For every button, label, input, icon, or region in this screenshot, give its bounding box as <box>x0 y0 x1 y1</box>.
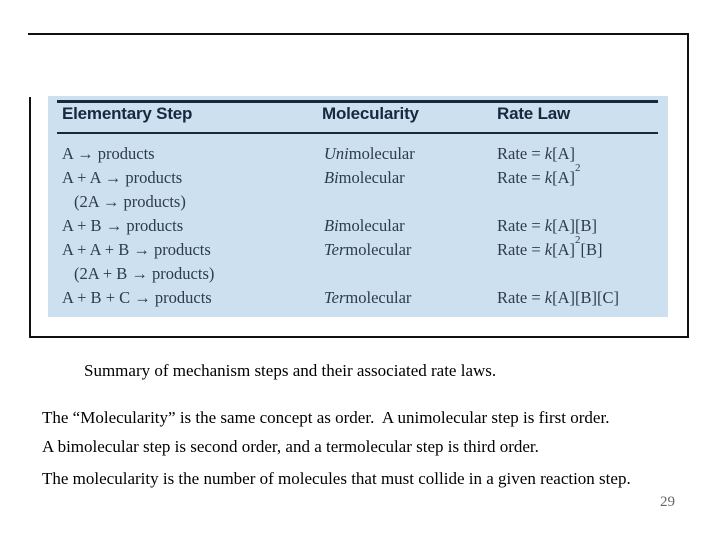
table-top-rule <box>57 100 658 103</box>
molecularity-cell: Bimolecular <box>324 216 405 235</box>
rate-law-table: Elementary Step Molecularity Rate Law A … <box>48 96 668 317</box>
elementary-step-cell: (2A → products) <box>74 192 186 211</box>
figure-frame-right-border <box>687 33 689 338</box>
rate-law-cell: Rate = k[A][B][C] <box>497 288 620 307</box>
elementary-step-cell: A → products <box>62 144 155 163</box>
elementary-step-cell: A + A + B → products <box>62 240 211 259</box>
table-header-rule <box>57 132 658 134</box>
figure-frame-left-border <box>29 97 31 338</box>
figure-caption: Summary of mechanism steps and their ass… <box>84 361 497 380</box>
figure-frame-bottom-border <box>29 336 689 338</box>
table-body: A → products Unimolecular Rate = k[A] A + A… <box>48 142 668 310</box>
rate-law-cell: Rate = k[A]2 <box>497 161 581 187</box>
molecularity-cell: Termolecular <box>324 288 412 307</box>
elementary-step-cell: A + B + C → products <box>62 288 212 307</box>
column-header-rate-law: Rate Law <box>497 104 571 123</box>
column-header-molecularity: Molecularity <box>322 104 419 123</box>
figure-frame-top-border <box>28 33 689 35</box>
elementary-step-cell: A + B → products <box>62 216 184 235</box>
rate-law-cell: Rate = k[A][B] <box>497 216 598 235</box>
table-row: A + B + C → products Termolecular Rate = k… <box>48 286 668 310</box>
molecularity-cell: Termolecular <box>324 240 412 259</box>
body-paragraph-molecularity-definition: The molecularity is the number of molecu… <box>42 469 631 488</box>
molecularity-cell: Unimolecular <box>324 144 415 163</box>
column-header-elementary-step: Elementary Step <box>62 104 193 123</box>
table-row: A + A → products Bimolecular Rate = k[A]2 <box>48 161 668 190</box>
table-row: A + A + B → products Termolecular Rate = k… <box>48 233 668 262</box>
elementary-step-cell: A + A → products <box>62 168 183 187</box>
table-row: (2A → products) <box>48 190 668 214</box>
body-paragraph-molecularity-order: The “Molecularity” is the same concept a… <box>42 408 610 456</box>
table-row: A → products Unimolecular Rate = k[A] <box>48 142 668 166</box>
table-row: A + B → products Bimolecular Rate = k[A][B… <box>48 214 668 238</box>
molecularity-cell: Bimolecular <box>324 168 405 187</box>
elementary-step-cell: (2A + B → products) <box>74 264 215 283</box>
table-row: (2A + B → products) <box>48 262 668 286</box>
rate-law-cell: Rate = k[A] <box>497 144 576 163</box>
slide-page-number: 29 <box>660 494 675 510</box>
rate-law-cell: Rate = k[A]2[B] <box>497 233 603 259</box>
